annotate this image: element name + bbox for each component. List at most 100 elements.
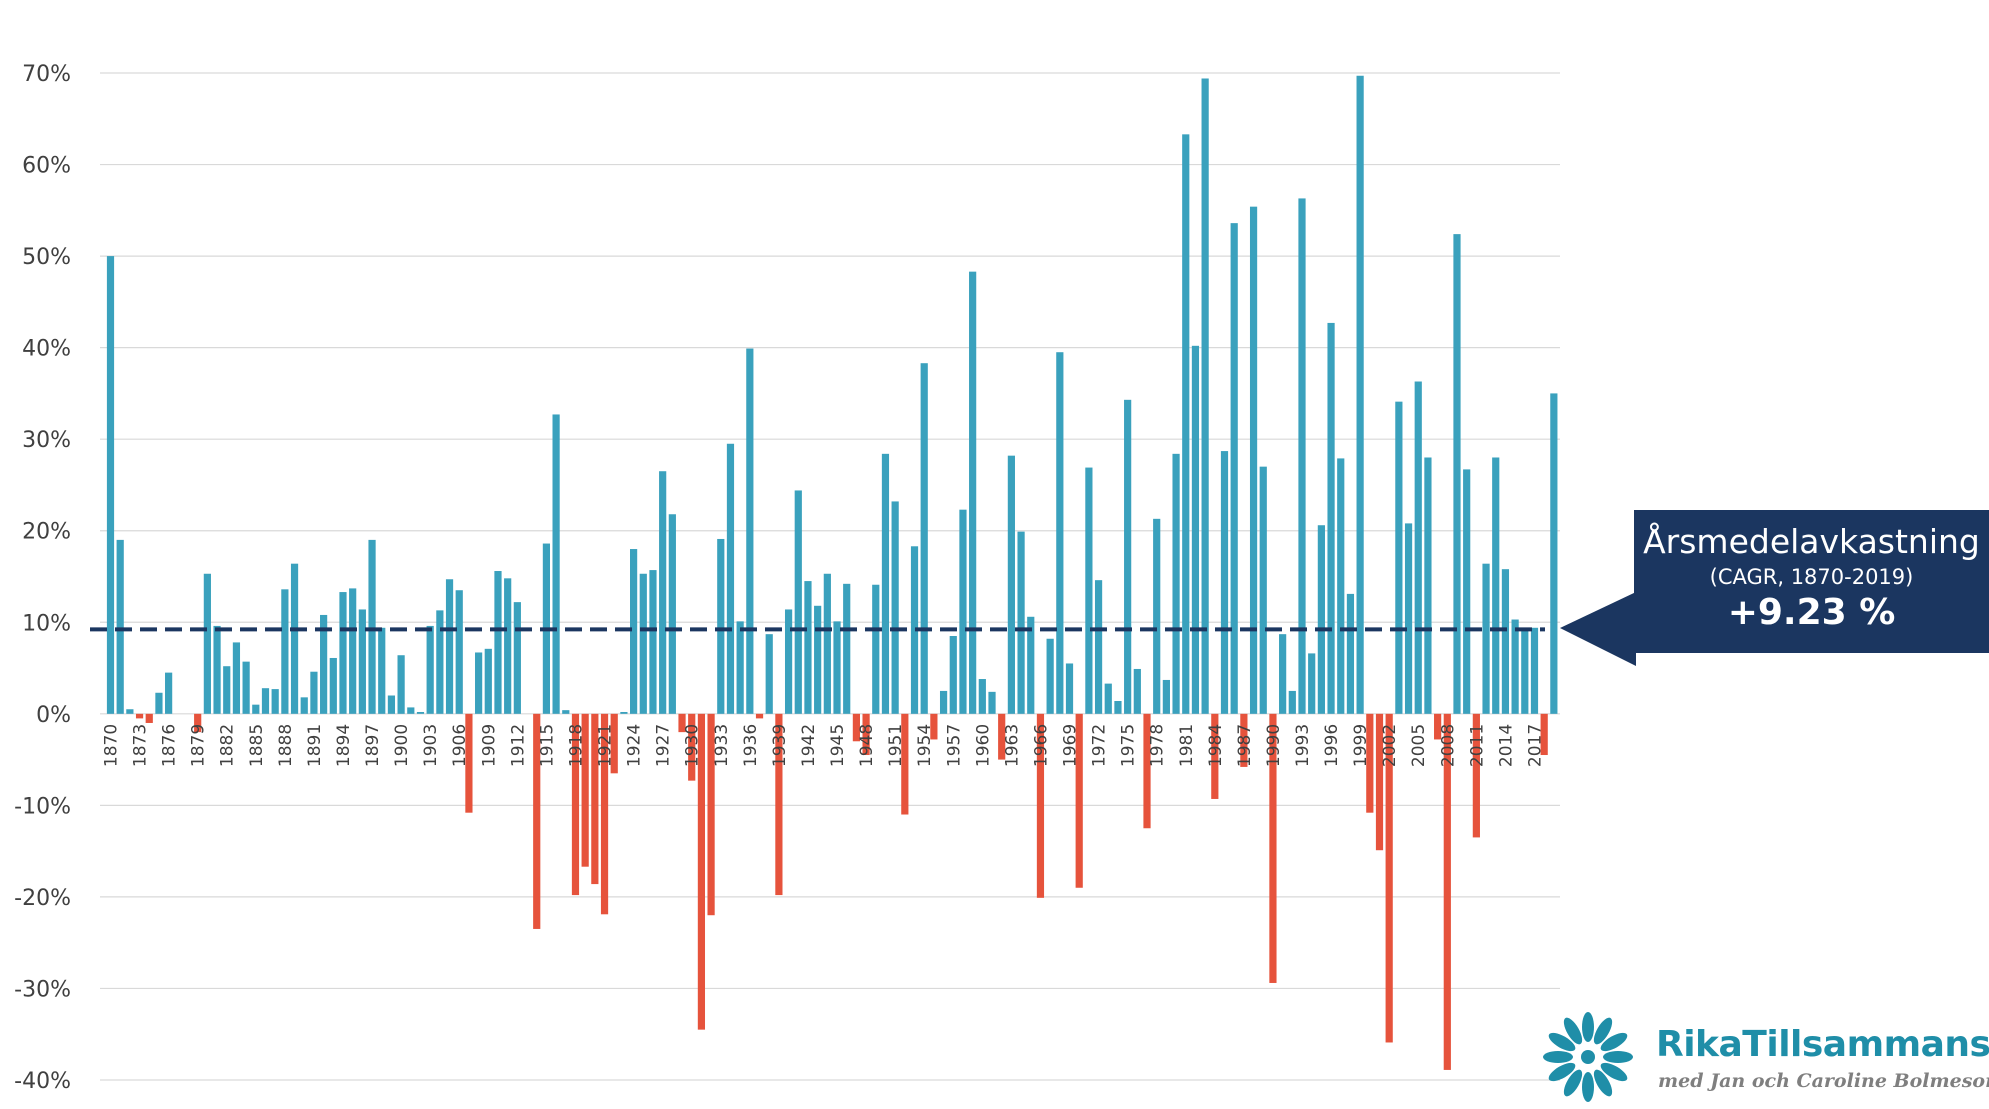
bar-1969	[1065, 663, 1074, 714]
bar-1935	[736, 621, 744, 714]
y-tick-label: 60%	[22, 154, 71, 179]
bar-1933	[717, 538, 725, 714]
x-tick-label: 1918	[566, 724, 586, 767]
bar-1970	[1075, 713, 1083, 888]
x-tick-label: 1921	[596, 724, 616, 767]
y-tick-label: 0%	[36, 703, 71, 728]
bar-1975	[1124, 399, 1132, 714]
x-tick-label: 1915	[537, 724, 557, 767]
callout-pointer	[1560, 592, 1636, 666]
bar-1874	[145, 713, 153, 723]
bar-1977	[1143, 713, 1151, 829]
x-tick-label: 2011	[1467, 724, 1487, 767]
bar-1901	[407, 707, 415, 714]
bar-1931	[697, 713, 706, 1030]
x-tick-label: 1912	[508, 724, 528, 767]
bar-1906	[455, 590, 463, 714]
bar-1899	[387, 695, 396, 714]
y-tick-label: 30%	[22, 428, 71, 453]
x-tick-label: 1978	[1148, 724, 1168, 767]
bar-1897	[368, 539, 376, 714]
x-tick-label: 2017	[1525, 724, 1545, 767]
bar-2015	[1511, 619, 1519, 714]
bar-2018	[1540, 713, 1548, 756]
x-tick-label: 1897	[363, 724, 383, 767]
bar-1981	[1182, 134, 1190, 714]
bar-2000	[1366, 713, 1374, 813]
bar-1922	[610, 713, 618, 774]
y-tick-label: 40%	[22, 337, 71, 362]
bar-1893	[329, 657, 337, 714]
x-tick-label: 1960	[973, 724, 993, 767]
x-tick-label: 1900	[392, 724, 412, 767]
x-tick-label: 1999	[1351, 724, 1371, 767]
bar-2002	[1385, 713, 1393, 1043]
y-tick-label: -10%	[14, 794, 71, 819]
x-tick-label: 1891	[305, 724, 325, 767]
bar-1997	[1337, 458, 1345, 714]
grid-lines	[100, 72, 1560, 1081]
bar-2017	[1530, 627, 1539, 714]
bar-1881	[213, 625, 221, 714]
x-tick-label: 1981	[1177, 724, 1197, 767]
bar-1884	[242, 661, 250, 714]
x-tick-label: 1870	[102, 724, 122, 767]
bar-2019	[1550, 393, 1558, 714]
bar-1944	[823, 573, 831, 714]
y-tick-label: 20%	[22, 520, 71, 545]
bar-1896	[358, 609, 366, 714]
bar-2007	[1434, 713, 1442, 740]
y-tick-label: 10%	[22, 611, 71, 636]
bar-1995	[1317, 525, 1325, 714]
bar-1908	[475, 652, 483, 714]
x-tick-label: 1876	[160, 724, 180, 767]
x-tick-label: 1906	[450, 724, 470, 767]
bar-2003	[1395, 401, 1403, 714]
y-tick-label: -30%	[14, 977, 71, 1002]
callout-subtitle: (CAGR, 1870-2019)	[1709, 565, 1914, 589]
bar-1954	[920, 363, 928, 714]
x-tick-label: 1987	[1235, 724, 1255, 767]
bar-1930	[688, 713, 696, 781]
x-tick-label: 1894	[334, 724, 354, 767]
bar-1882	[223, 666, 231, 714]
x-tick-label: 1903	[421, 724, 441, 767]
x-tick-label: 1948	[857, 724, 877, 767]
bar-1966	[1036, 713, 1045, 898]
bar-1887	[271, 689, 279, 714]
bar-1965	[1027, 616, 1035, 714]
x-tick-label: 1975	[1119, 724, 1139, 767]
bar-1971	[1085, 467, 1093, 714]
bar-1891	[310, 671, 318, 714]
bar-1991	[1279, 634, 1287, 714]
bar-1961	[988, 691, 996, 714]
bar-1885	[252, 704, 260, 714]
bar-1920	[591, 713, 599, 885]
bar-1871	[116, 539, 124, 714]
flower-logo-icon	[1543, 1012, 1633, 1102]
bar-1985	[1220, 451, 1229, 714]
bar-1948	[862, 713, 870, 756]
x-tick-label: 1954	[915, 724, 935, 767]
x-tick-label: 1936	[741, 724, 761, 767]
bar-1890	[300, 697, 308, 714]
x-tick-label: 1882	[218, 724, 238, 767]
bar-chart: 70%60%50%40%30%20%10%0%-10%-20%-30%-40% …	[14, 62, 1560, 1094]
bar-1973	[1104, 683, 1112, 714]
x-tick-label: 2002	[1380, 724, 1400, 767]
bar-1917	[562, 710, 570, 714]
bar-1996	[1327, 322, 1335, 714]
bar-2009	[1453, 234, 1461, 714]
bar-1892	[320, 614, 328, 714]
x-tick-label: 2014	[1496, 724, 1516, 767]
bar-1962	[998, 713, 1006, 760]
bar-1879	[194, 713, 202, 733]
bar-1919	[581, 713, 589, 867]
bar-1952	[901, 713, 909, 815]
bar-1998	[1346, 593, 1355, 714]
bar-1949	[872, 584, 880, 714]
y-tick-label: 50%	[22, 245, 71, 270]
bar-1947	[852, 713, 860, 742]
x-tick-label: 1984	[1206, 724, 1226, 767]
bar-1984	[1211, 713, 1219, 799]
